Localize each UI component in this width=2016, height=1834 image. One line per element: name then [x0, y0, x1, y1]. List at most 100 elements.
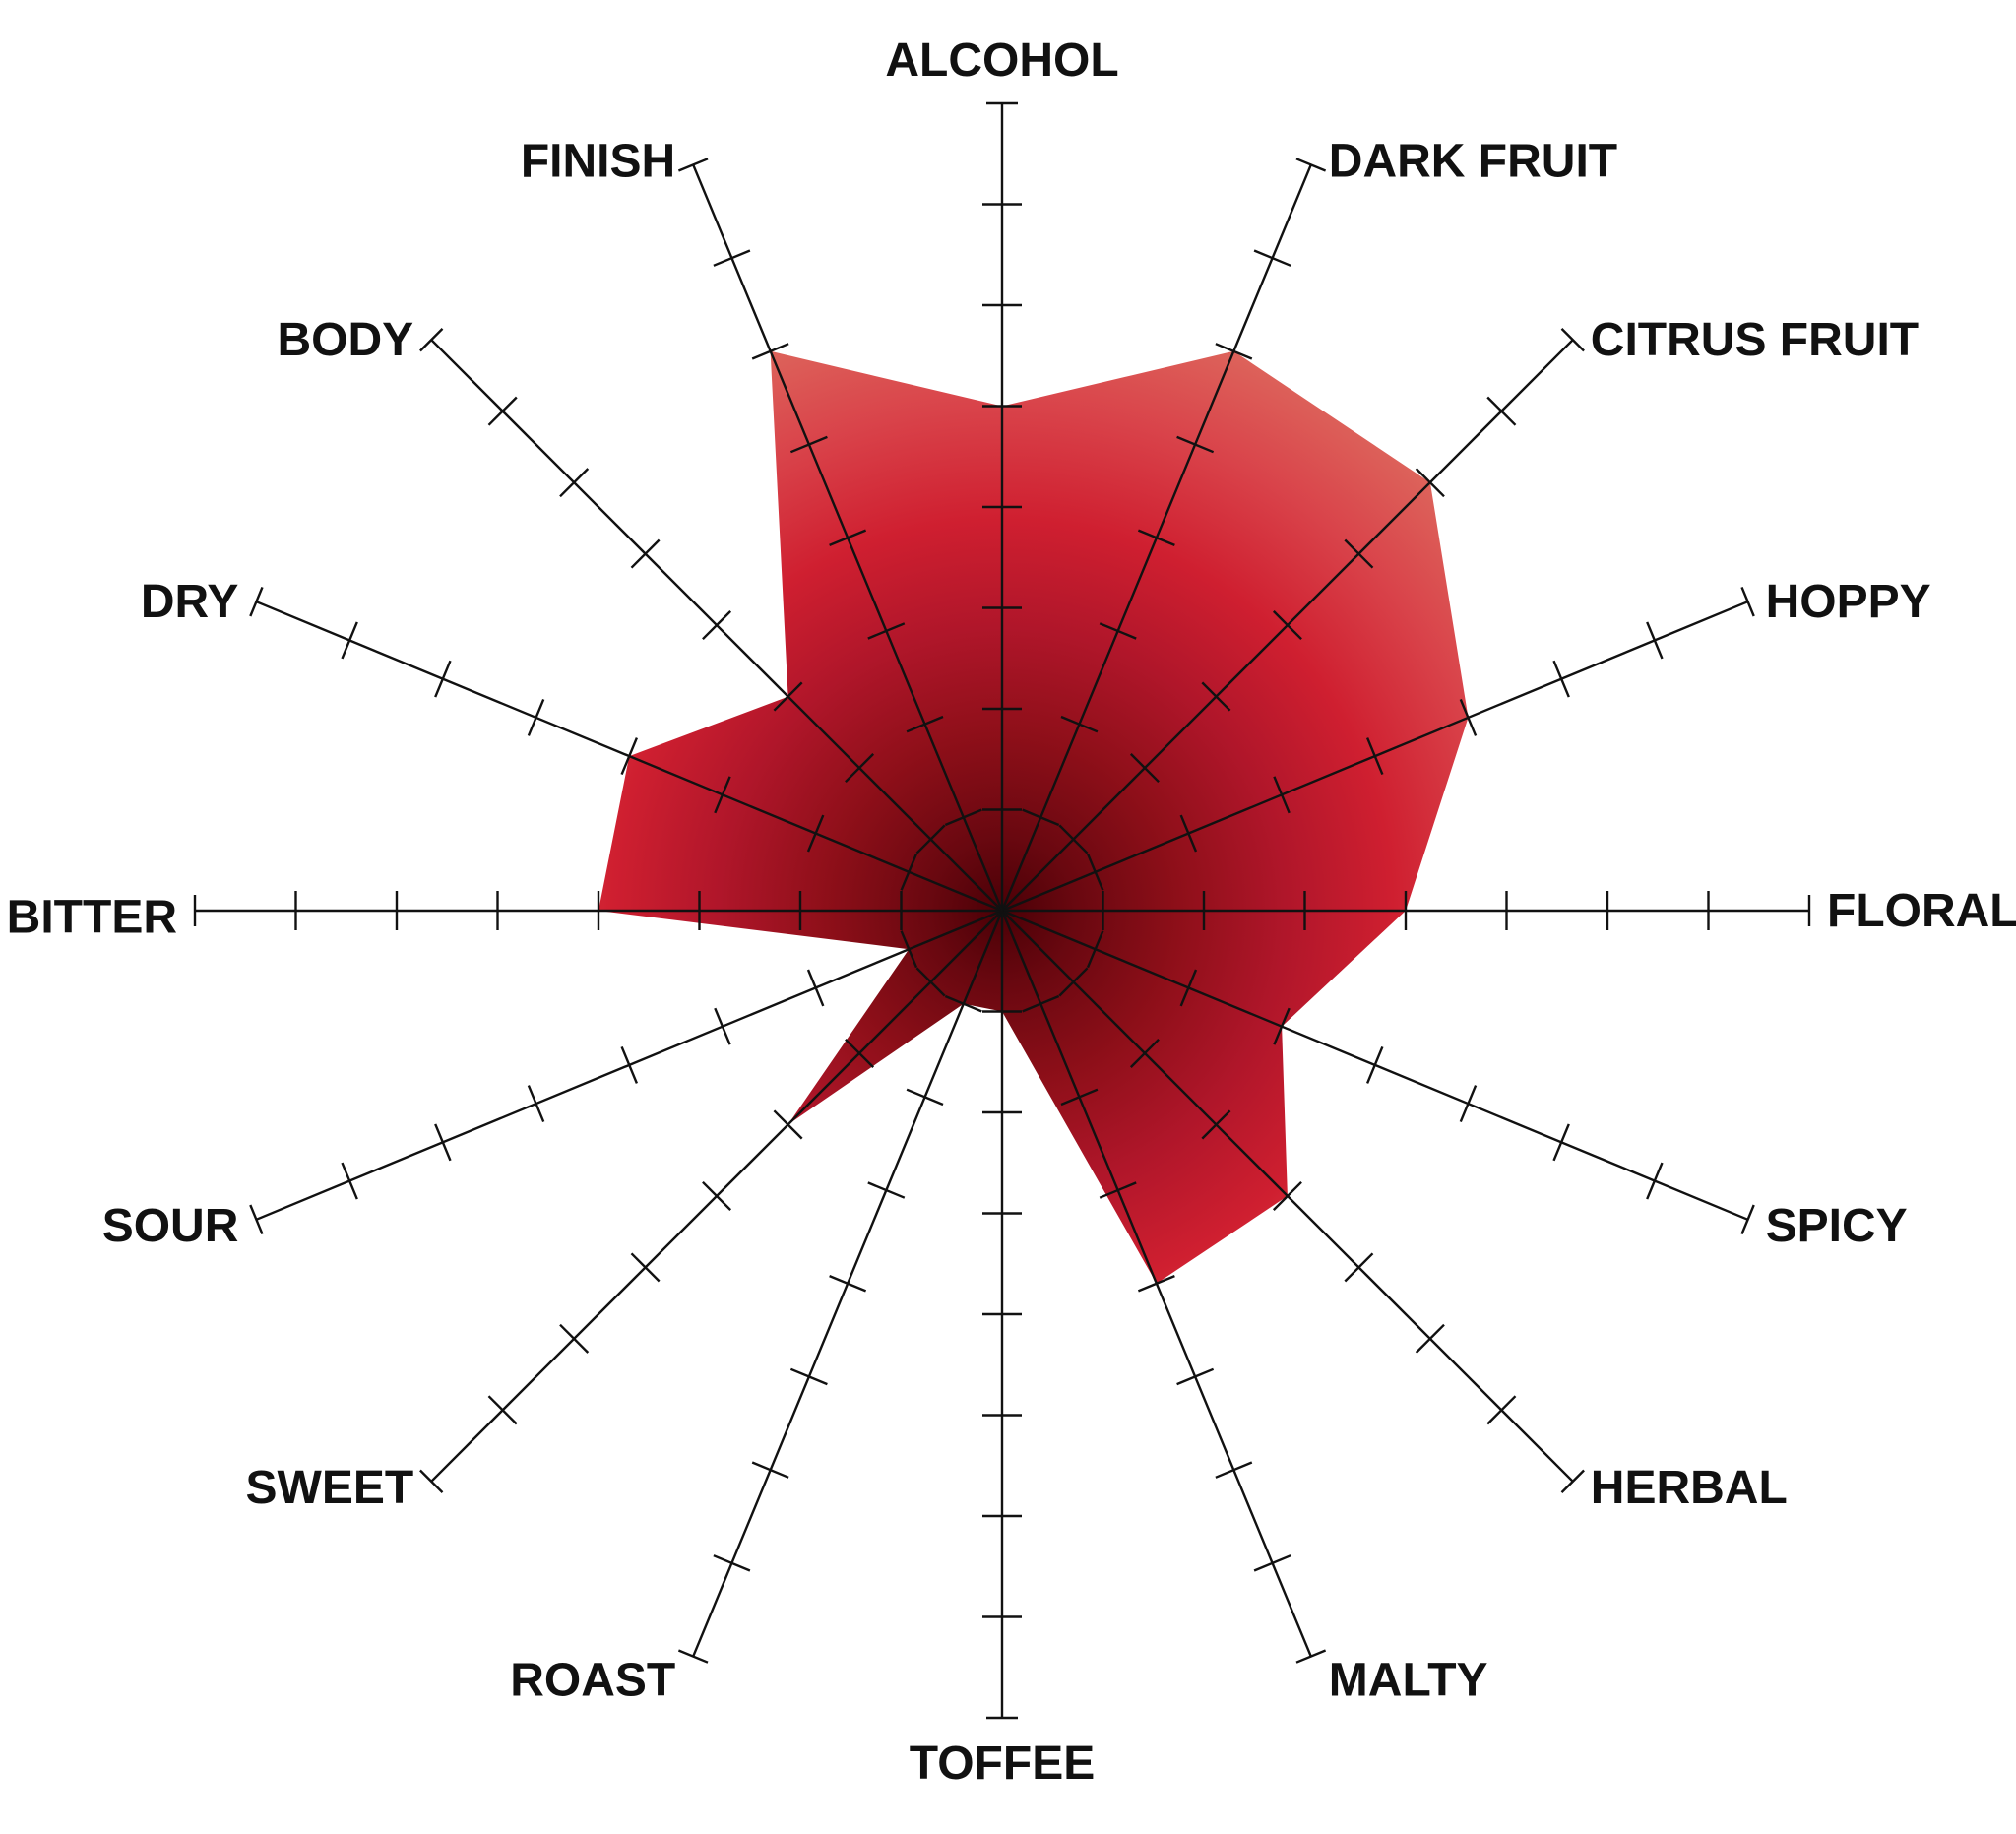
tick-dark-fruit-7 — [1253, 249, 1292, 267]
tick-finish-2 — [906, 715, 944, 733]
tick-sour-7 — [341, 1162, 358, 1200]
tick-sour-1 — [900, 930, 918, 969]
axis-label-finish: FINISH — [521, 135, 675, 187]
tick-body-8 — [419, 328, 444, 352]
axis-label-floral: FLORAL — [1827, 885, 2016, 937]
tick-finish-6 — [751, 343, 789, 360]
tick-citrus-fruit-4 — [1272, 610, 1302, 641]
axis-label-hoppy: HOPPY — [1766, 576, 1931, 628]
tick-roast-6 — [751, 1461, 789, 1479]
tick-dark-fruit-2 — [1060, 715, 1099, 733]
tick-malty-3 — [1099, 1181, 1137, 1199]
tick-sweet-3 — [773, 1109, 803, 1140]
tick-dark-fruit-8 — [1295, 158, 1327, 172]
tick-body-3 — [773, 681, 803, 712]
tick-sour-2 — [806, 969, 825, 1007]
tick-finish-8 — [677, 158, 709, 172]
tick-dry-1 — [900, 853, 918, 891]
tick-body-1 — [915, 824, 946, 854]
tick-finish-7 — [713, 249, 751, 267]
tick-dark-fruit-3 — [1099, 622, 1137, 640]
tick-roast-3 — [867, 1181, 906, 1199]
tick-sour-3 — [714, 1007, 731, 1045]
tick-herbal-4 — [1272, 1180, 1302, 1211]
tick-dry-2 — [806, 814, 825, 853]
tick-hoppy-3 — [1273, 776, 1291, 814]
axis-label-dry: DRY — [141, 576, 239, 628]
tick-spicy-6 — [1552, 1123, 1570, 1162]
axis-label-alcohol: ALCOHOL — [885, 34, 1118, 87]
tick-citrus-fruit-7 — [1486, 396, 1517, 426]
tick-sweet-6 — [559, 1323, 590, 1354]
axis-label-dark-fruit: DARK FRUIT — [1329, 135, 1617, 187]
tick-sour-4 — [620, 1045, 639, 1084]
tick-hoppy-6 — [1552, 660, 1570, 698]
tick-dry-3 — [714, 776, 731, 814]
tick-spicy-3 — [1273, 1007, 1291, 1045]
tick-finish-5 — [789, 435, 828, 454]
tick-citrus-fruit-2 — [1129, 753, 1160, 784]
tick-spicy-7 — [1646, 1162, 1664, 1200]
tick-sweet-4 — [702, 1180, 732, 1211]
tick-dry-8 — [249, 586, 264, 617]
tick-roast-1 — [944, 994, 982, 1013]
tick-sour-5 — [527, 1085, 545, 1123]
tick-herbal-5 — [1344, 1252, 1374, 1283]
tick-malty-6 — [1215, 1461, 1253, 1479]
axis-label-sour: SOUR — [102, 1200, 239, 1252]
tick-finish-1 — [944, 808, 982, 827]
tick-herbal-6 — [1415, 1323, 1445, 1354]
tick-malty-5 — [1176, 1367, 1215, 1386]
tick-spicy-8 — [1740, 1204, 1755, 1235]
tick-spicy-1 — [1086, 930, 1104, 969]
tick-finish-3 — [867, 622, 906, 640]
tick-sweet-7 — [487, 1395, 518, 1425]
tick-dry-4 — [620, 737, 639, 776]
tick-citrus-fruit-1 — [1058, 824, 1089, 854]
axis-labels-layer: ALCOHOL DARK FRUIT CITRUS FRUIT HOPPY FLORAL… — [7, 34, 2016, 1790]
axis-label-body: BODY — [278, 314, 414, 366]
axis-label-citrus-fruit: CITRUS FRUIT — [1591, 314, 1919, 366]
tick-dark-fruit-6 — [1215, 343, 1253, 360]
tick-roast-7 — [713, 1554, 751, 1572]
tick-malty-7 — [1253, 1554, 1292, 1572]
tick-sweet-8 — [419, 1469, 444, 1493]
series-area-layer — [598, 350, 1469, 1284]
tick-herbal-1 — [1058, 967, 1089, 997]
tick-malty-8 — [1295, 1649, 1327, 1664]
tick-dry-6 — [434, 660, 452, 698]
tick-spicy-4 — [1365, 1045, 1384, 1084]
tick-dark-fruit-4 — [1137, 529, 1175, 547]
tick-sweet-5 — [630, 1252, 661, 1283]
axis-label-malty: MALTY — [1329, 1655, 1488, 1707]
axis-label-spicy: SPICY — [1766, 1200, 1908, 1252]
tick-sweet-2 — [845, 1038, 875, 1068]
axis-label-sweet: SWEET — [246, 1462, 414, 1514]
series-area-0 — [598, 350, 1469, 1284]
tick-hoppy-4 — [1365, 737, 1384, 776]
tick-hoppy-2 — [1179, 814, 1198, 853]
tick-body-2 — [845, 753, 875, 784]
axes-layer — [193, 101, 1811, 1720]
tick-dry-7 — [341, 621, 358, 660]
tick-sour-8 — [249, 1204, 264, 1235]
tick-roast-4 — [829, 1274, 867, 1293]
tick-spicy-5 — [1459, 1085, 1478, 1123]
axis-label-bitter: BITTER — [7, 891, 177, 943]
tick-hoppy-7 — [1646, 621, 1664, 660]
tick-roast-8 — [677, 1649, 709, 1664]
tick-herbal-2 — [1129, 1038, 1160, 1068]
tick-herbal-7 — [1486, 1395, 1517, 1425]
tick-body-6 — [559, 468, 590, 498]
tick-roast-2 — [906, 1088, 944, 1107]
tick-malty-4 — [1137, 1274, 1175, 1293]
tick-citrus-fruit-5 — [1344, 538, 1374, 569]
axis-label-toffee: TOFFEE — [910, 1738, 1095, 1790]
tick-sour-6 — [434, 1123, 452, 1162]
tick-roast-5 — [789, 1367, 828, 1386]
tick-body-4 — [702, 610, 732, 641]
axis-label-herbal: HERBAL — [1591, 1462, 1788, 1514]
tick-malty-1 — [1022, 994, 1060, 1013]
tick-dry-5 — [527, 698, 545, 736]
